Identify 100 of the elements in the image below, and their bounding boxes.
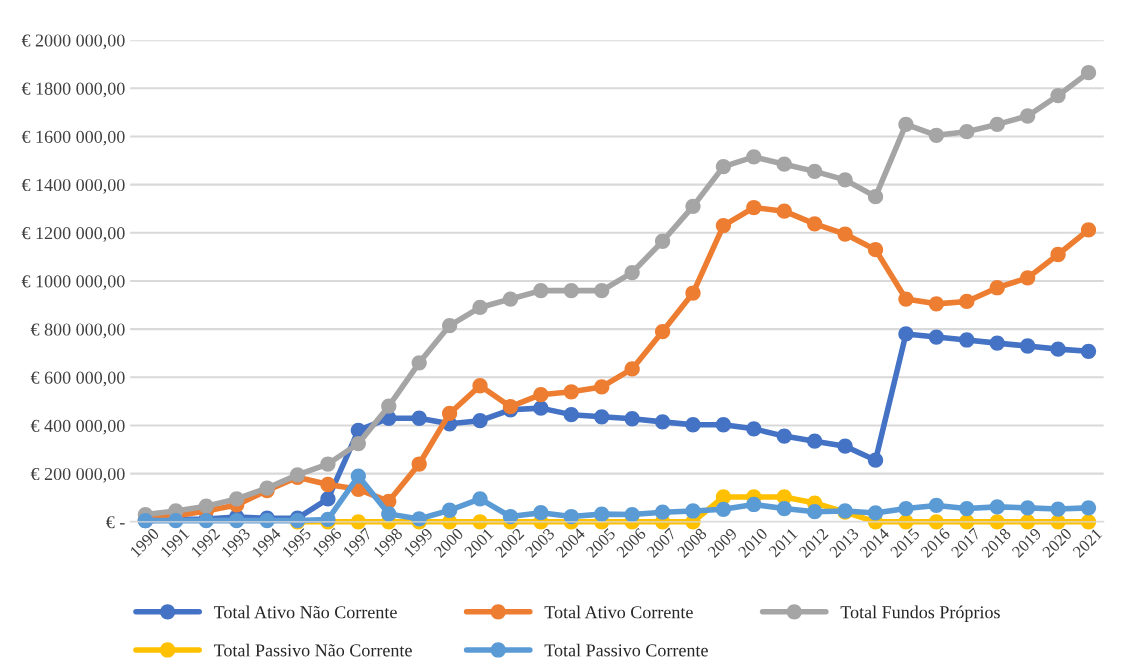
- point: [472, 413, 488, 429]
- point: [776, 156, 792, 172]
- point: [594, 506, 610, 522]
- point: [1080, 343, 1097, 359]
- y-tick-label: € 1800 000,00: [21, 82, 125, 98]
- point: [472, 299, 488, 316]
- point: [441, 405, 458, 422]
- point: [867, 189, 884, 205]
- y-tick-label: € 400 000,00: [30, 419, 125, 435]
- point: [594, 379, 610, 395]
- point: [198, 498, 214, 514]
- legend-label: Total Ativo Não Corrente: [213, 605, 397, 619]
- point: [685, 198, 701, 214]
- point: [563, 407, 579, 423]
- point: [624, 264, 640, 281]
- point: [685, 285, 701, 301]
- point: [624, 361, 640, 377]
- point: [1050, 341, 1066, 357]
- x-tick-label: 1991: [160, 527, 190, 558]
- point: [685, 503, 701, 519]
- legend-label: Total Fundos Próprios: [840, 605, 1000, 622]
- point: [320, 491, 336, 507]
- point: [502, 291, 519, 307]
- point: [472, 378, 488, 394]
- point: [1020, 500, 1036, 516]
- point: [381, 398, 397, 414]
- y-tick-label: € 600 000,00: [30, 371, 125, 387]
- point: [928, 497, 945, 514]
- point: [959, 500, 975, 517]
- point: [411, 410, 427, 426]
- point: [533, 505, 549, 521]
- point: [411, 456, 427, 472]
- point: [776, 500, 792, 517]
- y-tick-label: € 800 000,00: [30, 323, 125, 339]
- point: [1080, 65, 1097, 81]
- point: [229, 491, 245, 507]
- point: [472, 491, 488, 507]
- point: [837, 438, 853, 454]
- point: [959, 293, 975, 310]
- point: [594, 282, 610, 299]
- point: [746, 199, 762, 216]
- point: [654, 414, 671, 430]
- point: [989, 280, 1005, 296]
- y-tick-label: € 1600 000,00: [21, 130, 125, 146]
- point: [928, 127, 945, 143]
- point: [898, 326, 914, 342]
- point: [685, 417, 701, 433]
- x-tick-label: 2011: [768, 527, 799, 558]
- point: [563, 508, 579, 525]
- point: [441, 502, 458, 518]
- legend-label: Total Passivo Não Corrente: [213, 643, 412, 657]
- y-tick-label: € -: [106, 516, 125, 529]
- point: [563, 282, 579, 299]
- point: [715, 417, 732, 433]
- point: [837, 172, 853, 188]
- point: [533, 387, 549, 403]
- point: [715, 158, 732, 175]
- point: [533, 282, 549, 299]
- y-tick-label: € 2000 000,00: [21, 34, 125, 50]
- point: [959, 332, 975, 348]
- point: [1050, 501, 1066, 517]
- point: [624, 411, 640, 427]
- point: [502, 508, 519, 525]
- legend-label: Total Ativo Corrente: [544, 605, 693, 619]
- legend-label: Total Passivo Corrente: [544, 643, 708, 657]
- point: [898, 500, 914, 517]
- point: [746, 496, 762, 513]
- point: [1050, 87, 1066, 104]
- point: [715, 501, 732, 517]
- point: [654, 233, 671, 249]
- point: [989, 499, 1005, 515]
- point: [776, 428, 792, 444]
- point: [807, 216, 823, 232]
- point: [1050, 246, 1066, 263]
- point: [1020, 338, 1036, 354]
- point: [320, 456, 336, 472]
- point: [1020, 270, 1036, 286]
- point: [624, 506, 640, 523]
- point: [746, 421, 762, 437]
- point: [441, 317, 458, 334]
- point: [928, 296, 945, 312]
- point: [320, 476, 336, 493]
- point: [807, 163, 823, 180]
- point: [807, 504, 823, 520]
- point: [746, 149, 762, 165]
- point: [1080, 500, 1097, 516]
- point: [229, 512, 245, 529]
- point: [928, 329, 945, 345]
- y-tick-label: € 1200 000,00: [21, 227, 125, 242]
- point: [867, 505, 884, 521]
- point: [867, 242, 884, 258]
- point: [989, 335, 1005, 351]
- point: [837, 226, 853, 242]
- point: [411, 355, 427, 371]
- point: [776, 203, 792, 219]
- point: [898, 291, 914, 307]
- y-tick-label: € 1000 000,00: [21, 275, 125, 291]
- point: [381, 506, 397, 522]
- point: [1080, 222, 1097, 238]
- point: [350, 435, 366, 452]
